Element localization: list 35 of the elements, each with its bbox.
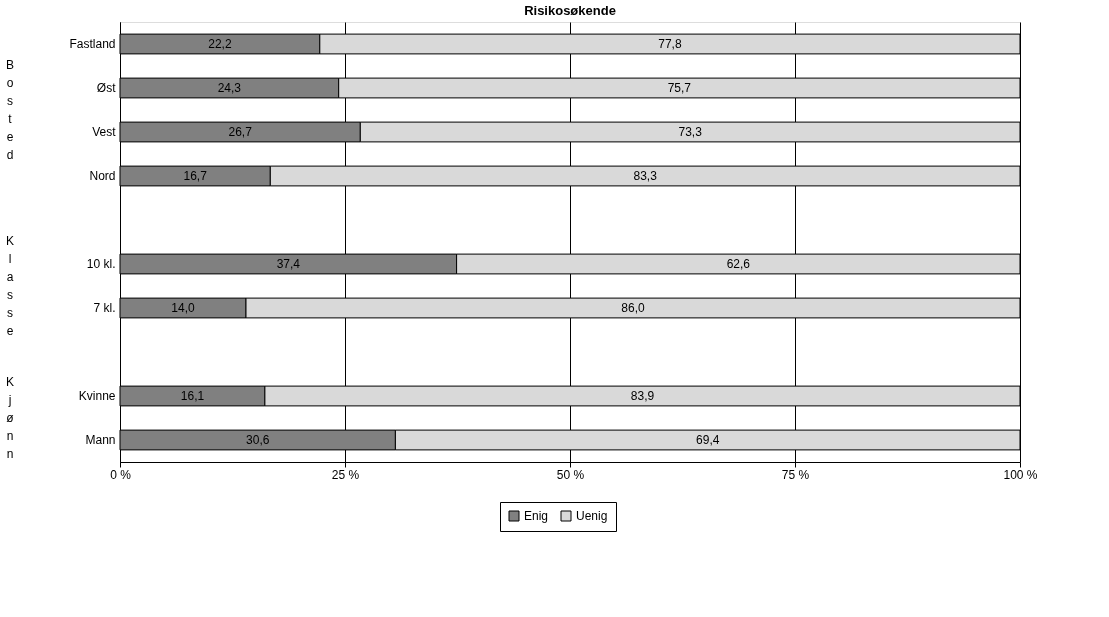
data-label: 86,0 xyxy=(621,301,645,315)
x-tick-label: 25 % xyxy=(331,467,360,482)
x-tick-label: 0 % xyxy=(110,467,132,482)
y-tick-label: Kvinne xyxy=(78,389,116,403)
data-label: 16,7 xyxy=(183,169,208,183)
data-label: 30,6 xyxy=(246,433,270,447)
y-tick-label: Øst xyxy=(96,81,117,95)
data-label: 37,4 xyxy=(276,257,301,271)
x-tick-label: 75 % xyxy=(781,467,810,482)
y-tick-label: Nord xyxy=(89,169,116,183)
x-tick-label: 100 % xyxy=(1003,467,1038,482)
data-label: 22,2 xyxy=(208,37,232,51)
y-tick-label: 10 kl. xyxy=(86,257,116,271)
data-label: 24,3 xyxy=(217,81,242,95)
text: Kjønn xyxy=(5,375,15,461)
x-tick-label: 50 % xyxy=(556,467,585,482)
legend-label: Uenig xyxy=(576,509,608,523)
data-label: 73,3 xyxy=(678,125,703,139)
data-label: 26,7 xyxy=(228,125,253,139)
text: Klasse xyxy=(5,234,15,338)
data-label: 16,1 xyxy=(180,389,205,403)
text: Bosted xyxy=(5,58,15,162)
y-tick-label: Vest xyxy=(92,125,117,139)
y-tick-label: Fastland xyxy=(69,37,116,51)
data-label: 62,6 xyxy=(726,257,751,271)
y-tick-label: Mann xyxy=(85,433,116,447)
data-label: 75,7 xyxy=(667,81,692,95)
data-label: 69,4 xyxy=(696,433,720,447)
data-label: 83,3 xyxy=(633,169,658,183)
data-label: 77,8 xyxy=(658,37,682,51)
chart-title: Risikosøkende xyxy=(524,3,616,18)
y-tick-label: 7 kl. xyxy=(93,301,116,315)
data-label: 83,9 xyxy=(630,389,655,403)
legend-label: Enig xyxy=(524,509,549,523)
data-label: 14,0 xyxy=(171,301,195,315)
